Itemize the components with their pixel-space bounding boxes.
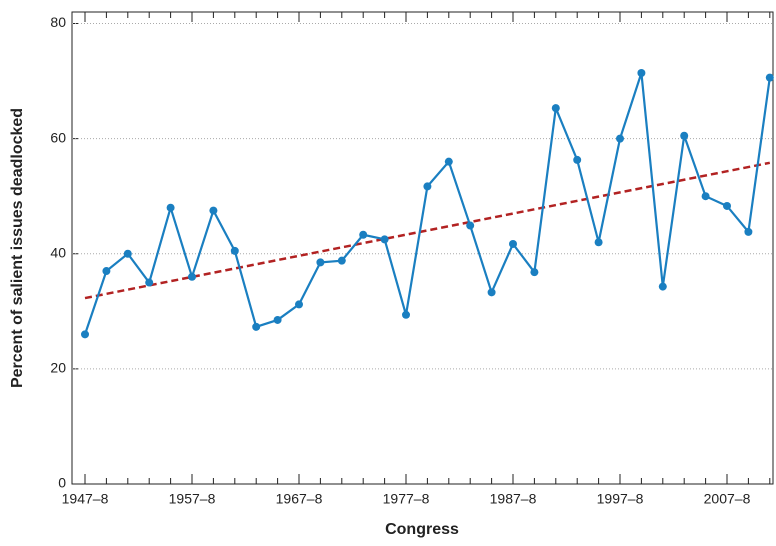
y-axis-label: Percent of salient issues deadlocked [9, 108, 26, 388]
plot-frame [71, 11, 774, 485]
point [230, 246, 239, 255]
point [423, 182, 432, 191]
point [81, 330, 89, 339]
point [701, 192, 710, 201]
point [658, 282, 667, 291]
point [723, 201, 731, 210]
point [466, 221, 475, 230]
point [380, 235, 389, 244]
point [359, 230, 368, 239]
y-tick-label: 20 [50, 360, 66, 376]
point [509, 239, 517, 248]
point [273, 315, 282, 324]
point [295, 300, 303, 309]
point [337, 256, 346, 265]
x-axis-label: Congress [385, 521, 459, 538]
x-tick-label: 1997–8 [597, 491, 644, 507]
point [145, 278, 154, 287]
y-tick-label: 60 [50, 129, 66, 145]
y-tick-label: 40 [50, 244, 66, 260]
point [166, 203, 175, 212]
x-tick-label: 1967–8 [276, 491, 323, 507]
point [637, 69, 646, 78]
point [594, 238, 603, 247]
trend-line [84, 161, 771, 300]
point [487, 288, 496, 297]
x-tick-label: 1947–8 [62, 491, 109, 507]
point [680, 131, 689, 140]
point [765, 73, 774, 82]
point [402, 310, 410, 319]
y-tick-label: 80 [50, 14, 66, 30]
point [551, 104, 560, 113]
series-line [83, 72, 771, 335]
point [530, 268, 539, 277]
point [744, 227, 753, 236]
x-tick-label: 2007–8 [704, 491, 751, 507]
point [102, 267, 111, 276]
x-tick-label: 1987–8 [490, 491, 537, 507]
point [616, 134, 624, 143]
point [573, 155, 582, 164]
point [188, 272, 196, 281]
x-tick-label: 1957–8 [169, 491, 216, 507]
y-tick-label: 0 [58, 475, 66, 491]
point [252, 322, 261, 331]
x-tick-label: 1977–8 [383, 491, 430, 507]
point [444, 157, 453, 166]
point [316, 258, 325, 267]
point [209, 206, 218, 215]
point [123, 249, 132, 258]
